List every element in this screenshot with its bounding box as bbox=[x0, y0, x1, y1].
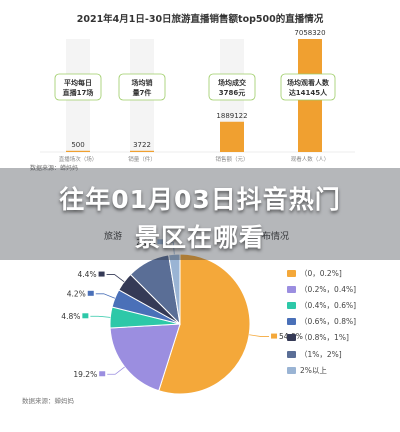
legend-swatch bbox=[287, 334, 296, 342]
legend-item: （1%，2%] bbox=[287, 346, 356, 362]
pie-label-marker bbox=[87, 290, 94, 296]
legend-label: （0.8%，1%] bbox=[300, 333, 349, 343]
banner-title-line1: 往年01月03日抖音热门 bbox=[59, 185, 341, 214]
pie-leader-line bbox=[90, 315, 111, 318]
annotation-text: 3786元 bbox=[219, 89, 245, 97]
bar bbox=[130, 150, 154, 152]
pie-leader-line bbox=[95, 293, 116, 299]
legend-swatch bbox=[287, 285, 296, 293]
pie-value-label: 2.6% bbox=[136, 238, 155, 247]
annotation-text: 场均销 bbox=[132, 78, 153, 87]
bar-chart-title: 2021年4月1日-30日旅游直播销售额top500的直播情况 bbox=[76, 14, 324, 25]
pie-leader-line bbox=[106, 274, 125, 283]
pie-value-label: 19.2% bbox=[73, 370, 97, 379]
bar-value-label: 500 bbox=[71, 141, 84, 149]
legend-label: （1%，2%] bbox=[300, 349, 342, 359]
legend-swatch bbox=[287, 301, 296, 309]
annotation-text: 平均每日 bbox=[64, 78, 92, 87]
pie-leader-line bbox=[249, 334, 270, 337]
pie-leader-line bbox=[107, 366, 125, 375]
pie-label-marker bbox=[99, 371, 106, 377]
pie-value-label: 4.2% bbox=[67, 289, 86, 298]
legend-item: （0.6%，0.8%] bbox=[287, 314, 356, 330]
legend-label: （0，0.2%] bbox=[300, 268, 342, 278]
pie-value-label: 4.8% bbox=[61, 312, 80, 321]
pie-legend: （0，0.2%] （0.2%，0.4%] （0.4%，0.6%] （0.6%，0.8%… bbox=[287, 265, 356, 378]
legend-label: （0.6%，0.8%] bbox=[300, 317, 357, 327]
annotation-text: 场均成交 bbox=[218, 78, 247, 87]
annotation-badge bbox=[54, 73, 102, 101]
legend-item: 2%以上 bbox=[287, 362, 356, 378]
annotation-badge bbox=[280, 73, 336, 101]
legend-swatch bbox=[287, 350, 296, 358]
annotation-text: 场均观看人数 bbox=[287, 78, 330, 87]
bar bbox=[66, 150, 90, 152]
banner-overlay bbox=[0, 168, 400, 260]
bar-category-label: 销售额（元） bbox=[215, 155, 248, 163]
pie-chart-source: 数据来源：蝉妈妈 bbox=[22, 397, 74, 405]
legend-swatch bbox=[287, 366, 296, 374]
bar-value-label: 3722 bbox=[133, 141, 151, 149]
legend-swatch bbox=[287, 318, 296, 326]
bar-value-label: 1889122 bbox=[216, 112, 247, 120]
legend-swatch bbox=[287, 269, 296, 277]
pie-label-marker bbox=[271, 333, 278, 339]
banner-title-line2: 景区在哪看 bbox=[134, 223, 265, 252]
legend-item: （0.4%，0.6%] bbox=[287, 297, 356, 313]
legend-label: 2%以上 bbox=[300, 365, 327, 375]
bar-value-label: 7058320 bbox=[294, 29, 325, 37]
pie-slice bbox=[158, 253, 251, 395]
pie-label-marker bbox=[82, 313, 89, 319]
bar-chart-source: 数据来源：蝉妈妈 bbox=[30, 165, 79, 172]
legend-item: （0.8%，1%] bbox=[287, 330, 356, 346]
annotation-badge bbox=[208, 73, 256, 101]
bar-category-label: 直播场次（场） bbox=[59, 155, 98, 163]
legend-item: （0.2%，0.4%] bbox=[287, 281, 356, 297]
pie-slice bbox=[109, 323, 181, 392]
legend-label: （0.4%，0.6%] bbox=[300, 300, 357, 310]
pie-chart-title-left: 旅游 bbox=[104, 232, 123, 242]
annotation-text: 量7件 bbox=[133, 88, 152, 97]
pie-label-marker bbox=[98, 271, 105, 277]
pie-label-marker bbox=[157, 239, 164, 245]
pie-leader-line bbox=[165, 241, 175, 255]
bar bbox=[220, 121, 244, 152]
pie-value-label: 4.4% bbox=[78, 270, 97, 279]
bar-category-label: 销量（件） bbox=[128, 155, 156, 163]
annotation-badge bbox=[118, 73, 166, 101]
annotation-text: 直播17场 bbox=[63, 88, 94, 97]
legend-item: （0，0.2%] bbox=[287, 265, 356, 281]
annotation-text: 达14145人 bbox=[289, 88, 328, 97]
pie-chart-title-right: 布情况 bbox=[262, 232, 290, 242]
legend-label: （0.2%，0.4%] bbox=[300, 284, 357, 294]
bar-category-label: 观看人数（人） bbox=[291, 155, 330, 163]
